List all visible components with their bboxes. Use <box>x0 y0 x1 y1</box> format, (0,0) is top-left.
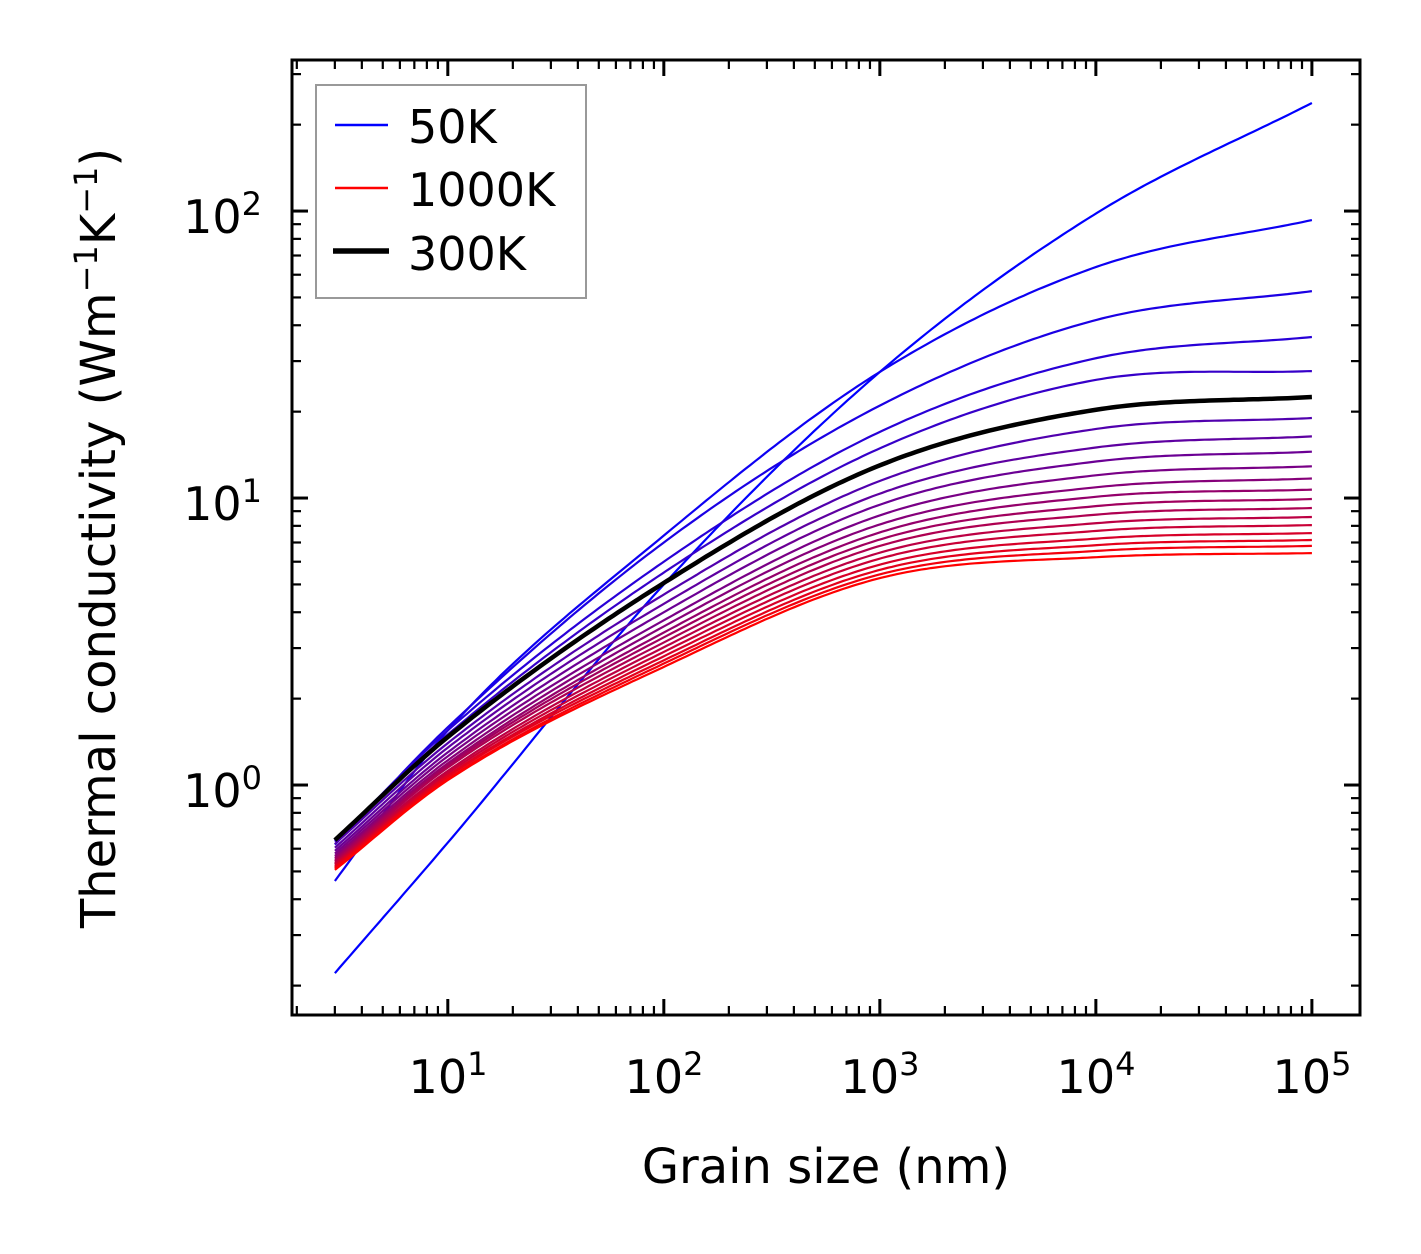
legend-label-1000k: 1000K <box>408 163 557 217</box>
series-line-250k <box>334 370 1312 842</box>
x-tick-labels: 101 102 103 104 105 <box>409 1045 1352 1104</box>
series-line-700k <box>334 506 1312 863</box>
series-line-950k <box>334 544 1312 870</box>
series-line-50k <box>334 102 1313 974</box>
y-tick-label: 101 <box>183 472 262 531</box>
y-tick-labels: 102 101 100 <box>183 185 262 818</box>
series-line-1000k <box>334 552 1312 871</box>
x-tick-label: 104 <box>1057 1045 1136 1104</box>
series-line-400k <box>334 435 1312 849</box>
y-axis-label: Thermal conductivity (Wm−1K−1) <box>67 148 127 929</box>
y-tick-label: 100 <box>183 759 262 818</box>
series-line-450k <box>334 450 1312 852</box>
series-line-650k <box>334 497 1312 861</box>
series-line-900k <box>334 538 1312 868</box>
legend-label-300k: 300K <box>408 227 528 281</box>
legend-box <box>315 84 587 299</box>
series-line-350k <box>334 416 1312 845</box>
x-tick-label: 103 <box>841 1045 920 1104</box>
series-line-300k <box>333 394 1312 842</box>
series-line-850k <box>334 532 1312 867</box>
legend-label-50k: 50K <box>408 100 499 154</box>
x-axis-label: Grain size (nm) <box>642 1139 1010 1195</box>
series-line-150k <box>334 290 1313 846</box>
series-line-750k <box>334 515 1312 864</box>
x-tick-label: 101 <box>409 1045 488 1104</box>
series-lines <box>333 102 1313 974</box>
series-line-800k <box>334 524 1312 866</box>
x-tick-label: 102 <box>625 1045 704 1104</box>
x-tick-label: 105 <box>1273 1045 1352 1104</box>
series-line-500k <box>334 465 1312 855</box>
y-tick-label: 102 <box>183 185 262 244</box>
series-line-600k <box>334 488 1312 859</box>
series-line-550k <box>334 477 1312 857</box>
series-line-100k <box>334 219 1313 882</box>
legend: 50K 1000K 300K <box>315 84 587 299</box>
series-line-200k <box>334 335 1313 843</box>
plot-frame <box>290 58 1362 1017</box>
